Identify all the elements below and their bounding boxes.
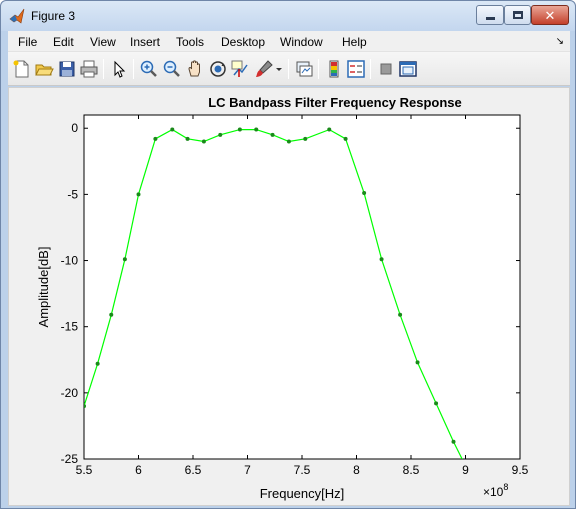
data-point (470, 477, 474, 481)
x-tick-label: 8.5 (403, 463, 420, 477)
toolbar-separator (103, 59, 104, 79)
plot-area[interactable] (83, 114, 521, 460)
show-plot-tools-icon[interactable] (398, 59, 418, 79)
data-point (434, 401, 439, 406)
data-point (109, 312, 114, 317)
y-tick-label: -10 (61, 254, 79, 268)
menu-bar: File Edit View Insert Tools Desktop Wind… (8, 31, 570, 52)
maximize-icon (512, 11, 523, 19)
x-tick-label: 5.5 (76, 463, 93, 477)
x-tick-label: 7.5 (294, 463, 311, 477)
new-figure-icon[interactable] (12, 59, 32, 79)
data-point (270, 132, 275, 137)
data-point (237, 127, 242, 132)
x-tick-label: 9.5 (512, 463, 529, 477)
data-point (362, 191, 367, 196)
data-point (415, 360, 420, 365)
chart-title: LC Bandpass Filter Frequency Response (208, 95, 462, 110)
y-tick-label: -5 (67, 187, 78, 201)
data-cursor-icon[interactable] (230, 59, 250, 79)
x-tick-label: 7 (244, 463, 251, 477)
y-axis-ticks: 0 -5 -10 -15 -20 -25 (61, 121, 520, 466)
data-point (136, 192, 141, 197)
data-point (379, 257, 384, 262)
menu-edit[interactable]: Edit (53, 35, 74, 49)
response-series-points (84, 127, 474, 481)
x-axis-ticks: 5.5 6 6.5 7 7.5 8 8.5 9 9.5 (76, 115, 529, 477)
data-point (398, 312, 403, 317)
matlab-logo-icon (9, 8, 25, 24)
x-tick-label: 9 (462, 463, 469, 477)
print-icon[interactable] (79, 59, 99, 79)
data-point (153, 136, 158, 141)
toolbar-separator (370, 59, 371, 79)
legend-icon[interactable] (346, 59, 366, 79)
maximize-button[interactable] (504, 5, 531, 25)
toolbar-separator (133, 59, 134, 79)
open-icon[interactable] (34, 59, 54, 79)
data-point (185, 136, 190, 141)
data-point (95, 361, 100, 366)
menu-insert[interactable]: Insert (130, 35, 161, 49)
close-button[interactable]: ✕ (531, 5, 569, 25)
figure-canvas: LC Bandpass Filter Frequency Response 5.… (8, 87, 570, 506)
window-title: Figure 3 (31, 9, 76, 23)
menu-desktop[interactable]: Desktop (221, 35, 266, 49)
zoom-in-icon[interactable] (139, 59, 159, 79)
x-tick-label: 8 (353, 463, 360, 477)
toolbar-separator (318, 59, 319, 79)
y-axis-label: Amplitude[dB] (36, 247, 51, 328)
data-point (303, 136, 308, 141)
x-exponent-base: ×10 (483, 485, 504, 499)
x-axis-exponent: ×108 (483, 482, 508, 499)
data-point (170, 127, 175, 132)
menu-overflow-icon[interactable]: ↘ (555, 36, 564, 47)
pointer-icon[interactable] (109, 59, 129, 79)
y-tick-label: 0 (71, 121, 78, 135)
x-exponent-power: 8 (503, 482, 508, 492)
menu-view[interactable]: View (90, 35, 116, 49)
data-point (254, 127, 259, 132)
menu-window[interactable]: Window (280, 35, 323, 49)
brush-dropdown-icon[interactable] (274, 59, 284, 79)
minimize-button[interactable] (476, 5, 504, 25)
data-point (84, 404, 86, 409)
data-point (218, 132, 223, 137)
toolbar-separator (288, 59, 289, 79)
y-tick-label: -20 (61, 386, 79, 400)
data-point (286, 139, 291, 144)
link-plot-icon[interactable] (294, 59, 314, 79)
x-axis-label: Frequency[Hz] (260, 486, 345, 501)
rotate-3d-icon[interactable] (208, 59, 228, 79)
hide-plot-tools-icon[interactable] (376, 59, 396, 79)
frequency-response-chart: LC Bandpass Filter Frequency Response 5.… (36, 95, 529, 501)
data-point (122, 257, 127, 262)
data-point (327, 127, 332, 132)
menu-help[interactable]: Help (342, 35, 367, 49)
pan-hand-icon[interactable] (185, 59, 205, 79)
save-icon[interactable] (57, 59, 77, 79)
data-point (451, 439, 456, 444)
zoom-out-icon[interactable] (162, 59, 182, 79)
data-point (201, 139, 206, 144)
menu-tools[interactable]: Tools (176, 35, 205, 49)
figure-toolbar (8, 52, 570, 86)
menu-file[interactable]: File (18, 35, 38, 49)
y-tick-label: -25 (61, 452, 79, 466)
x-tick-label: 6.5 (185, 463, 202, 477)
colorbar-icon[interactable] (324, 59, 344, 79)
title-bar[interactable]: Figure 3 ✕ (1, 1, 575, 31)
y-tick-label: -15 (61, 320, 79, 334)
data-point (343, 136, 348, 141)
close-icon: ✕ (544, 7, 556, 23)
x-tick-label: 6 (135, 463, 142, 477)
brush-icon[interactable] (254, 59, 274, 79)
minimize-icon (485, 16, 495, 20)
